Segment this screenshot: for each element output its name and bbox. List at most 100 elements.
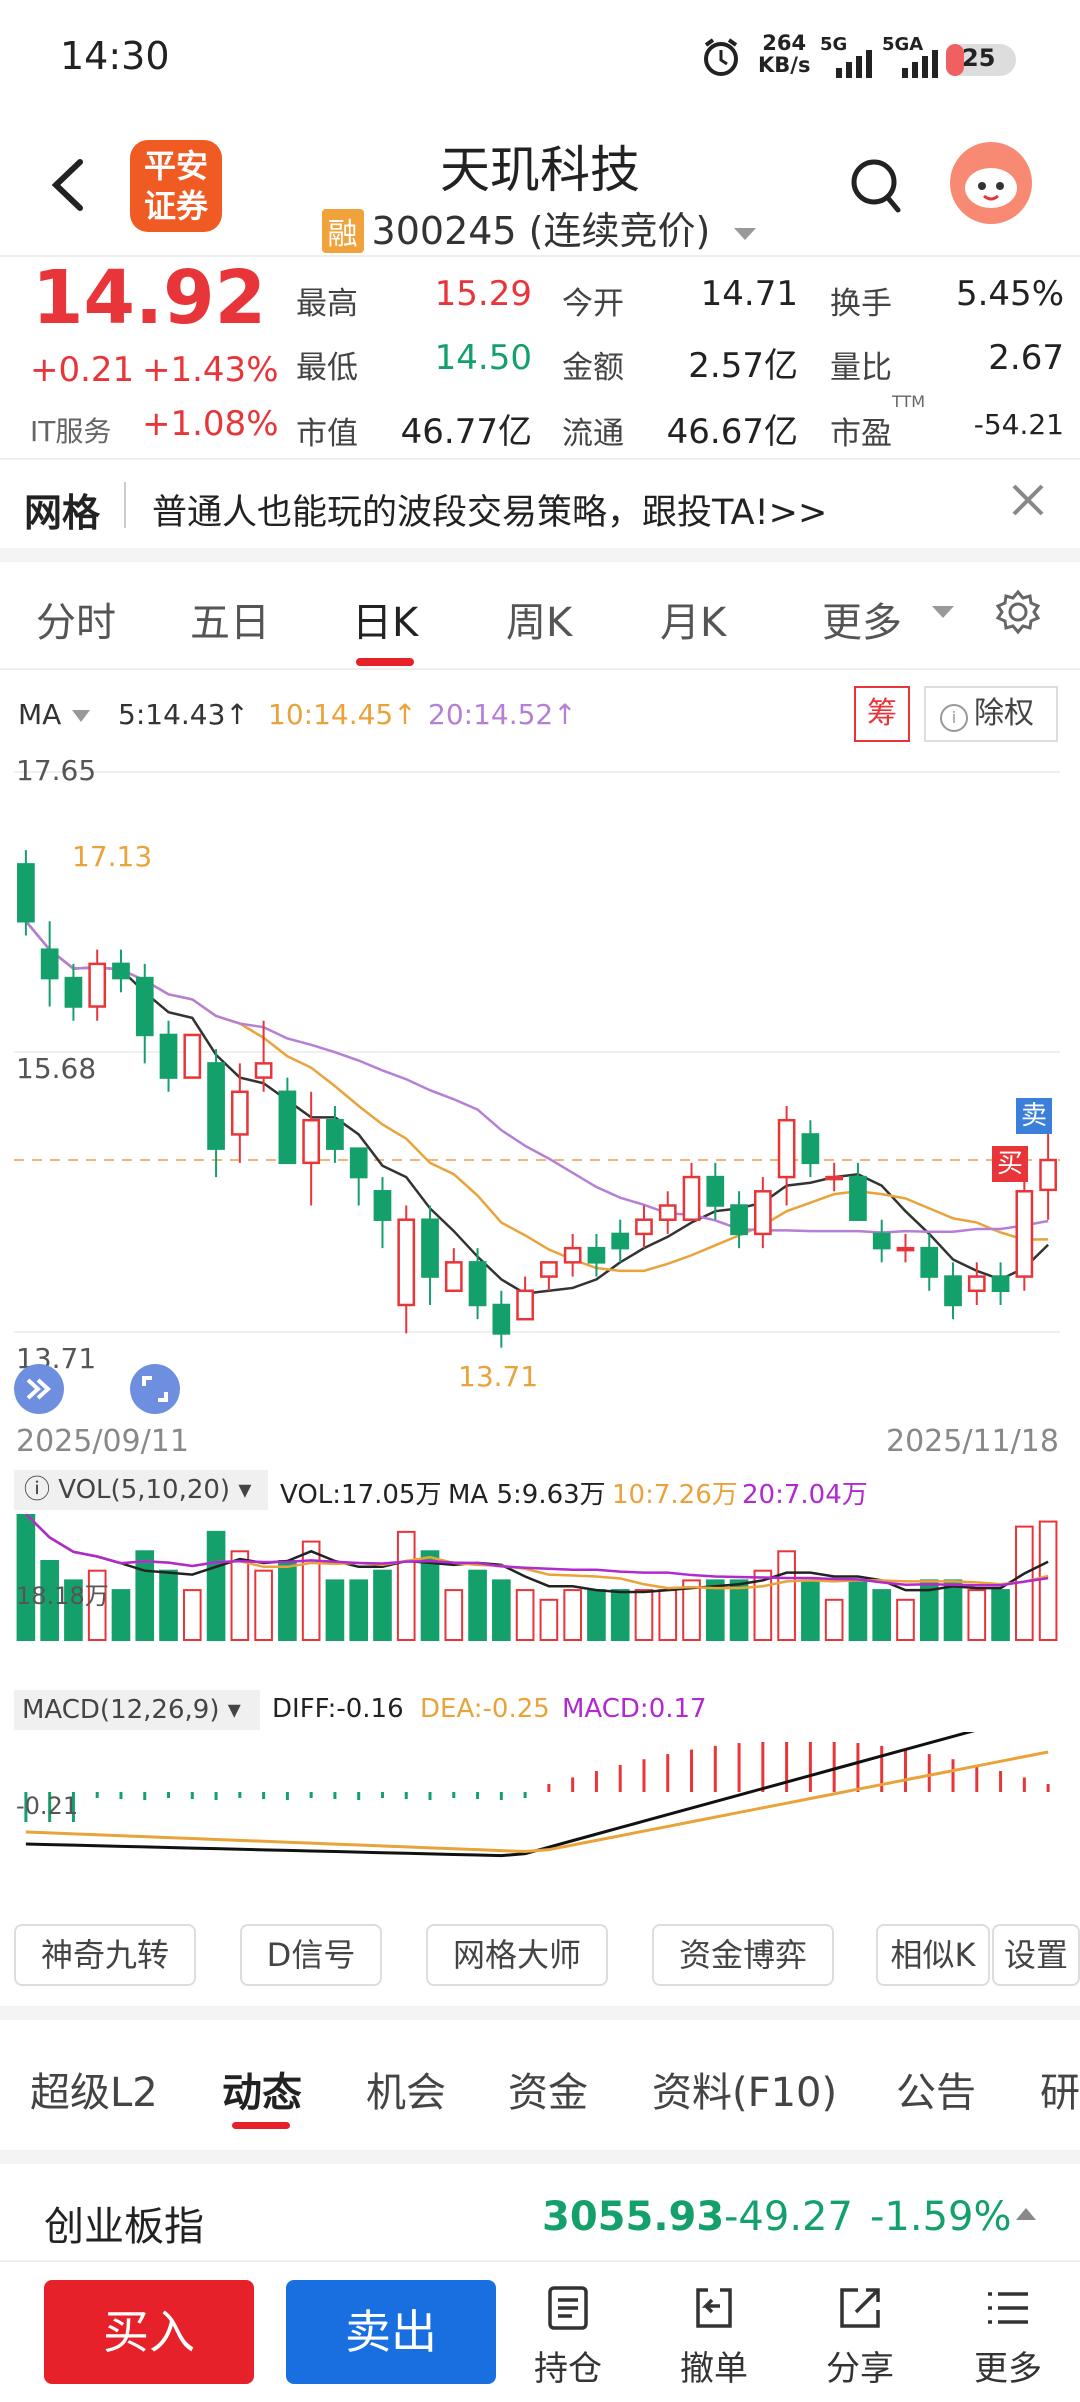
volume-bar — [563, 1589, 582, 1641]
caret-down-icon[interactable] — [930, 604, 956, 626]
caret-up-icon[interactable] — [1014, 2206, 1038, 2226]
banner-text: 普通人也能玩的波段交易策略，跟投TA!>> — [152, 493, 828, 533]
float-label: 流通 — [562, 416, 624, 452]
vol-ma5: MA 5:9.63万 — [448, 1480, 606, 1510]
cancel-order-button[interactable]: 撤单 — [664, 2284, 764, 2390]
index-name: 创业板指 — [44, 2204, 204, 2250]
amount-label: 金额 — [562, 350, 624, 386]
tab-daily-k[interactable]: 日K — [352, 600, 419, 646]
assistant-avatar[interactable] — [950, 142, 1032, 224]
tab-f10[interactable]: 资料(F10) — [652, 2070, 838, 2116]
tab-five-day[interactable]: 五日 — [190, 600, 270, 646]
fullscreen-icon[interactable] — [130, 1364, 180, 1414]
candle-body — [611, 1232, 630, 1250]
candle-body — [730, 1204, 748, 1236]
volume-bar — [492, 1579, 511, 1642]
close-icon[interactable] — [1008, 480, 1048, 524]
volume-bar — [349, 1579, 369, 1642]
volume-bar — [587, 1589, 606, 1641]
back-button[interactable] — [40, 150, 100, 220]
index-ticker[interactable]: 创业板指 3055.93 -49.27 -1.59% — [0, 2150, 1080, 2274]
gear-icon[interactable] — [994, 588, 1042, 640]
signal-icon — [820, 50, 872, 82]
candle-body — [373, 1190, 392, 1221]
index-change: -49.27 — [724, 2194, 853, 2240]
broker-logo[interactable]: 平安 证券 — [130, 140, 222, 232]
sell-signal-tag[interactable]: 卖 — [1016, 1098, 1052, 1134]
sell-button[interactable]: 卖出 — [286, 2280, 496, 2384]
volume-bar — [658, 1589, 678, 1641]
chevron-left-icon — [51, 159, 83, 211]
low-value: 14.50 — [434, 338, 532, 378]
volume-bar — [824, 1598, 844, 1641]
candle-body — [540, 1261, 558, 1278]
more-button[interactable]: 更多 — [958, 2284, 1058, 2390]
buy-signal-tag[interactable]: 买 — [992, 1146, 1028, 1182]
candle-body — [682, 1175, 701, 1221]
volume-bar — [111, 1589, 131, 1641]
indicator-fund-game[interactable]: 资金博弈 — [652, 1924, 834, 1986]
macd-selector[interactable]: MACD(12,26,9) ▾ — [14, 1690, 260, 1730]
candle-body — [944, 1275, 962, 1307]
change-pct: +1.43% — [142, 350, 279, 390]
kline-chart-panel: MA 5:14.43↑ 10:14.45↑ 20:14.52↑ 筹 i 除权 17… — [0, 672, 1080, 1902]
volume-bar — [278, 1559, 297, 1642]
expand-icon[interactable] — [14, 1364, 64, 1414]
current-price: 14.92 — [32, 255, 267, 341]
ma-selector[interactable]: MA — [18, 698, 92, 731]
turnover-value: 5.45% — [955, 274, 1064, 314]
macd-diff: DIFF:-0.16 — [272, 1694, 404, 1724]
indicator-settings[interactable]: 设置 — [992, 1924, 1080, 1986]
alarm-icon — [700, 36, 742, 82]
candle-body — [967, 1275, 986, 1293]
tab-intraday[interactable]: 分时 — [36, 600, 116, 646]
volume-bar — [40, 1559, 59, 1642]
indicator-similar-k[interactable]: 相似K — [876, 1924, 990, 1986]
tab-super-l2[interactable]: 超级L2 — [30, 2070, 158, 2116]
volume-bar — [729, 1579, 749, 1642]
macd-chart[interactable] — [0, 1732, 1080, 1892]
candle-body — [920, 1246, 939, 1278]
indicator-grid-master[interactable]: 网格大师 — [426, 1924, 608, 1986]
pe-ttm: TTM — [892, 392, 926, 411]
indicator-nine-turn[interactable]: 神奇九转 — [14, 1924, 196, 1986]
turnover-label: 换手 — [830, 286, 892, 322]
vol-ma20: 20:7.04万 — [742, 1480, 868, 1510]
tab-opportunity[interactable]: 机会 — [366, 2070, 446, 2116]
candlestick-chart[interactable] — [0, 752, 1080, 1402]
grid-banner[interactable]: 网格 普通人也能玩的波段交易策略，跟投TA!>> — [0, 460, 1080, 548]
trade-footer: 买入 卖出 持仓 撤单 分享 更多 — [0, 2260, 1080, 2402]
ma5-value: 5:14.43↑ — [118, 698, 249, 731]
float-value: 46.67亿 — [666, 412, 798, 452]
stock-title: 天玑科技 — [440, 141, 640, 199]
indicator-d-signal[interactable]: D信号 — [240, 1924, 382, 1986]
holdings-button[interactable]: 持仓 — [518, 2284, 618, 2390]
tab-weekly-k[interactable]: 周K — [506, 600, 573, 646]
candle-body — [468, 1261, 487, 1307]
tab-news[interactable]: 动态 — [222, 2070, 302, 2116]
volume-bar — [301, 1540, 321, 1641]
info-icon: i — [940, 704, 968, 732]
volume-bar — [943, 1579, 963, 1642]
vol-y-mark: 18.18万 — [16, 1582, 109, 1610]
volume-bar — [634, 1589, 654, 1641]
candle-body — [1015, 1190, 1034, 1278]
volume-bar — [705, 1579, 725, 1642]
tab-more[interactable]: 更多 — [822, 600, 902, 646]
volume-chart[interactable] — [0, 1514, 1080, 1644]
volume-bar — [896, 1598, 915, 1641]
stock-code[interactable]: 融 300245 (连续竞价) — [0, 200, 1080, 255]
tab-research[interactable]: 研 — [1040, 2070, 1080, 2116]
buy-button[interactable]: 买入 — [44, 2280, 254, 2384]
adjust-button[interactable]: i 除权 — [924, 686, 1058, 742]
search-icon[interactable] — [848, 156, 904, 220]
chip-button[interactable]: 筹 — [854, 686, 910, 742]
candle-body — [135, 976, 154, 1037]
vol-selector[interactable]: ⓘ VOL(5,10,20) ▾ — [14, 1470, 268, 1510]
sector-name[interactable]: IT服务 — [30, 415, 112, 448]
net-speed: 264 KB/s — [758, 31, 811, 77]
tab-funds[interactable]: 资金 — [508, 2070, 588, 2116]
share-button[interactable]: 分享 — [810, 2284, 910, 2390]
tab-announcements[interactable]: 公告 — [896, 2070, 976, 2116]
tab-monthly-k[interactable]: 月K — [660, 600, 727, 646]
